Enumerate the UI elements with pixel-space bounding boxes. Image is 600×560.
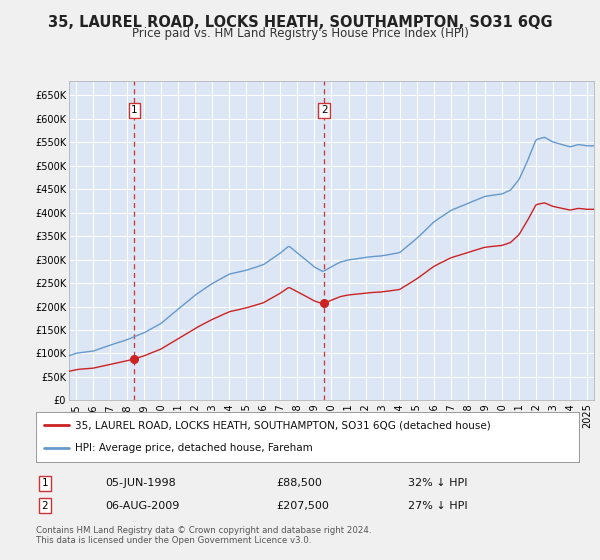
Text: 2: 2 <box>321 105 328 115</box>
Text: 1: 1 <box>41 478 49 488</box>
Text: 27% ↓ HPI: 27% ↓ HPI <box>408 501 467 511</box>
Text: 32% ↓ HPI: 32% ↓ HPI <box>408 478 467 488</box>
Text: Contains HM Land Registry data © Crown copyright and database right 2024.: Contains HM Land Registry data © Crown c… <box>36 526 371 535</box>
Text: 05-JUN-1998: 05-JUN-1998 <box>105 478 176 488</box>
Text: 2: 2 <box>41 501 49 511</box>
Text: Price paid vs. HM Land Registry's House Price Index (HPI): Price paid vs. HM Land Registry's House … <box>131 27 469 40</box>
Text: 06-AUG-2009: 06-AUG-2009 <box>105 501 179 511</box>
Text: 35, LAUREL ROAD, LOCKS HEATH, SOUTHAMPTON, SO31 6QG: 35, LAUREL ROAD, LOCKS HEATH, SOUTHAMPTO… <box>47 15 553 30</box>
Text: HPI: Average price, detached house, Fareham: HPI: Average price, detached house, Fare… <box>75 444 313 454</box>
Text: £88,500: £88,500 <box>276 478 322 488</box>
Text: 35, LAUREL ROAD, LOCKS HEATH, SOUTHAMPTON, SO31 6QG (detached house): 35, LAUREL ROAD, LOCKS HEATH, SOUTHAMPTO… <box>75 420 491 430</box>
Text: This data is licensed under the Open Government Licence v3.0.: This data is licensed under the Open Gov… <box>36 536 311 545</box>
Text: 1: 1 <box>131 105 138 115</box>
Text: £207,500: £207,500 <box>276 501 329 511</box>
